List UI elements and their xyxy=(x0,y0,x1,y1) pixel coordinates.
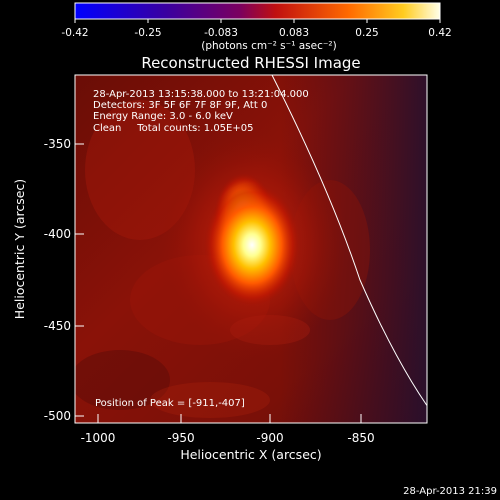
colorbar-tick-label: -0.083 xyxy=(204,27,238,39)
y-tick-label: -500 xyxy=(44,409,71,423)
y-axis-ticks xyxy=(75,143,84,417)
y-tick-label: -400 xyxy=(44,227,71,241)
x-tick-label: -900 xyxy=(256,431,283,445)
x-tick-label: -950 xyxy=(167,431,194,445)
rhessi-image xyxy=(75,75,427,423)
y-tick-label: -350 xyxy=(44,137,71,151)
x-tick-label: -850 xyxy=(347,431,374,445)
peak-position-label: Position of Peak = [-911,-407] xyxy=(95,398,245,409)
colorbar xyxy=(74,2,441,20)
colorbar-tick-label: 0.083 xyxy=(279,27,309,39)
colorbar-ticks xyxy=(74,19,441,23)
x-tick-label: -1000 xyxy=(81,431,116,445)
time-range-label: 28-Apr-2013 13:15:38.000 to 13:21:04.000 xyxy=(93,89,309,100)
colorbar-tick-label: -0.42 xyxy=(61,27,88,39)
footer-timestamp: 28-Apr-2013 21:39 xyxy=(403,486,497,497)
y-axis-label: Heliocentric Y (arcsec) xyxy=(12,179,27,319)
plot-frame xyxy=(74,74,428,424)
y-tick-label: -450 xyxy=(44,319,71,333)
plot-title: Reconstructed RHESSI Image xyxy=(141,54,360,72)
x-axis-ticks xyxy=(97,414,362,423)
colorbar-units: (photons cm⁻² s⁻¹ asec⁻²) xyxy=(201,40,336,52)
solar-limb xyxy=(271,75,427,407)
energy-range-label: Energy Range: 3.0 - 6.0 keV xyxy=(93,111,233,122)
colorbar-tick-label: 0.42 xyxy=(428,27,451,39)
colorbar-tick-label: -0.25 xyxy=(134,27,161,39)
x-axis-label: Heliocentric X (arcsec) xyxy=(180,447,321,462)
detectors-label: Detectors: 3F 5F 6F 7F 8F 9F, Att 0 xyxy=(93,100,267,111)
colorbar-tick-label: 0.25 xyxy=(355,27,378,39)
clean-counts-label: Clean Total counts: 1.05E+05 xyxy=(93,123,253,134)
